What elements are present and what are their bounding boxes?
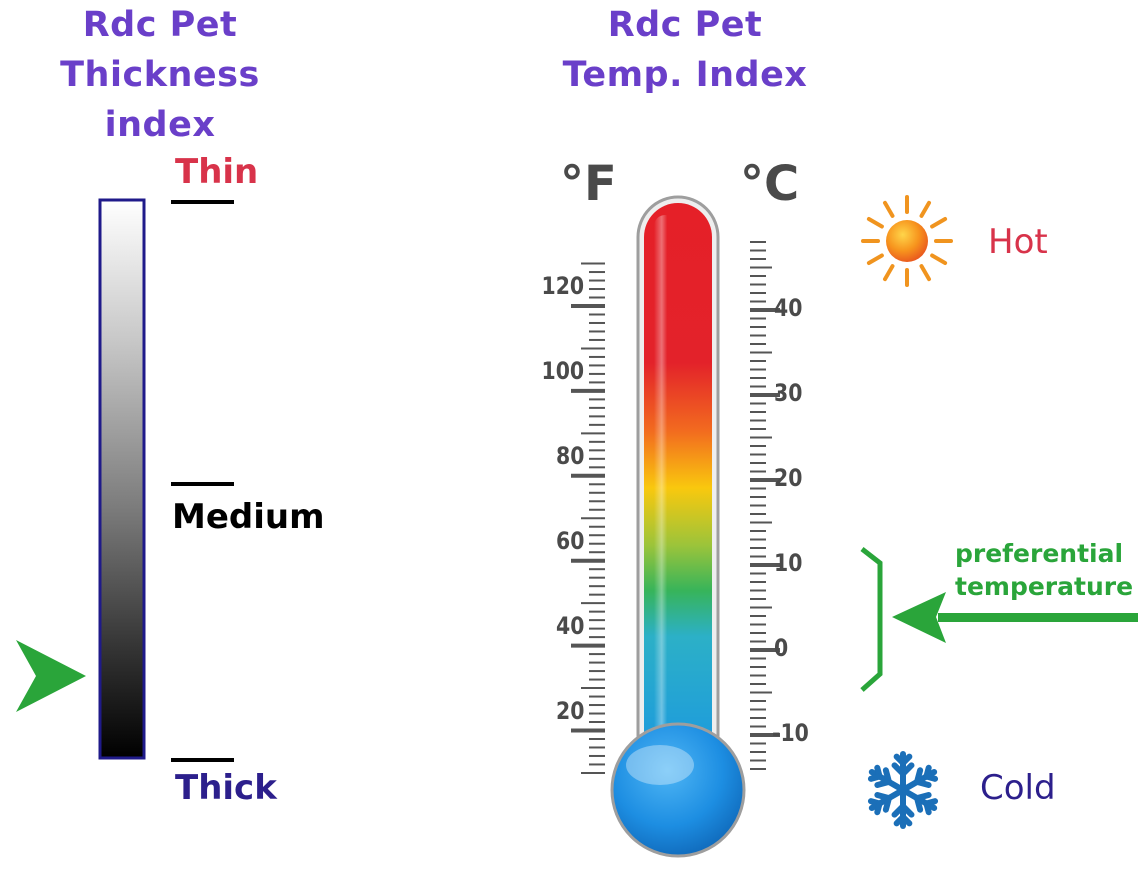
sun-icon — [861, 195, 953, 287]
snowflake-icon — [867, 751, 939, 829]
fahrenheit-tick-label: 40 — [555, 611, 584, 640]
preferential-line1: preferential — [955, 539, 1124, 568]
fahrenheit-tick-label: 120 — [541, 272, 584, 300]
celsius-scale — [750, 241, 780, 770]
celsius-unit: °C — [740, 156, 800, 212]
fahrenheit-tick-label: 80 — [555, 441, 584, 470]
preferential-bracket — [860, 547, 883, 692]
thermometer-shine — [654, 215, 676, 755]
preferential-arrow-shaft — [938, 613, 1138, 622]
thickness-gradient-bar — [98, 198, 146, 760]
fahrenheit-tick-label: 100 — [541, 356, 584, 385]
celsius-tick-label: 40 — [774, 294, 803, 322]
temp-title: Rdc Pet Temp. Index — [530, 0, 840, 100]
preferential-arrow-head-icon — [892, 592, 946, 643]
temp-title-line1: Rdc Pet — [607, 5, 763, 45]
cold-label: Cold — [980, 768, 1056, 808]
thickness-title-line1: Rdc Pet — [82, 5, 238, 45]
fahrenheit-tick-label: 20 — [555, 696, 584, 725]
celsius-tick-label: 10 — [774, 549, 803, 577]
preferential-label: preferential temperature — [955, 537, 1133, 603]
thick-label: Thick — [175, 768, 277, 808]
thickness-indicator-arrow-icon — [16, 640, 86, 712]
thin-label: Thin — [175, 152, 259, 192]
celsius-tick-label: -10 — [772, 719, 809, 747]
hot-label: Hot — [988, 222, 1048, 262]
celsius-tick-label: 0 — [774, 634, 789, 662]
fahrenheit-tick-label: 60 — [555, 526, 584, 555]
celsius-tick-label: 30 — [774, 379, 803, 407]
bulb-highlight — [626, 745, 694, 785]
preferential-line2: temperature — [955, 572, 1134, 601]
fahrenheit-unit: °F — [560, 156, 617, 212]
temp-title-line2: Temp. Index — [562, 55, 808, 95]
thickness-title: Rdc Pet Thickness index — [0, 0, 320, 150]
fahrenheit-scale — [571, 262, 605, 774]
celsius-tick-label: 20 — [774, 464, 803, 492]
medium-label: Medium — [172, 497, 325, 537]
thickness-title-line2: Thickness index — [60, 55, 260, 145]
thermometer-bulb — [610, 722, 746, 858]
